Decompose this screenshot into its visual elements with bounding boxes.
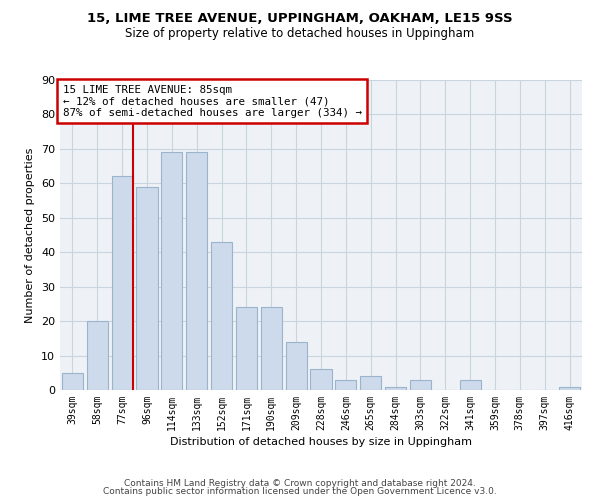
Text: 15, LIME TREE AVENUE, UPPINGHAM, OAKHAM, LE15 9SS: 15, LIME TREE AVENUE, UPPINGHAM, OAKHAM,… [87,12,513,26]
Text: Contains public sector information licensed under the Open Government Licence v3: Contains public sector information licen… [103,488,497,496]
Bar [236,308,257,390]
Bar [310,370,332,390]
Bar [136,187,158,390]
Text: Size of property relative to detached houses in Uppingham: Size of property relative to detached ho… [125,28,475,40]
Bar [112,176,133,390]
Bar [559,386,580,390]
Bar [161,152,182,390]
Bar [286,342,307,390]
Text: 15 LIME TREE AVENUE: 85sqm
← 12% of detached houses are smaller (47)
87% of semi: 15 LIME TREE AVENUE: 85sqm ← 12% of deta… [62,84,362,118]
Bar [335,380,356,390]
Y-axis label: Number of detached properties: Number of detached properties [25,148,35,322]
Bar [360,376,381,390]
Bar [261,308,282,390]
Text: Contains HM Land Registry data © Crown copyright and database right 2024.: Contains HM Land Registry data © Crown c… [124,478,476,488]
Bar [87,321,108,390]
X-axis label: Distribution of detached houses by size in Uppingham: Distribution of detached houses by size … [170,437,472,447]
Bar [186,152,207,390]
Bar [410,380,431,390]
Bar [211,242,232,390]
Bar [385,386,406,390]
Bar [460,380,481,390]
Bar [62,373,83,390]
